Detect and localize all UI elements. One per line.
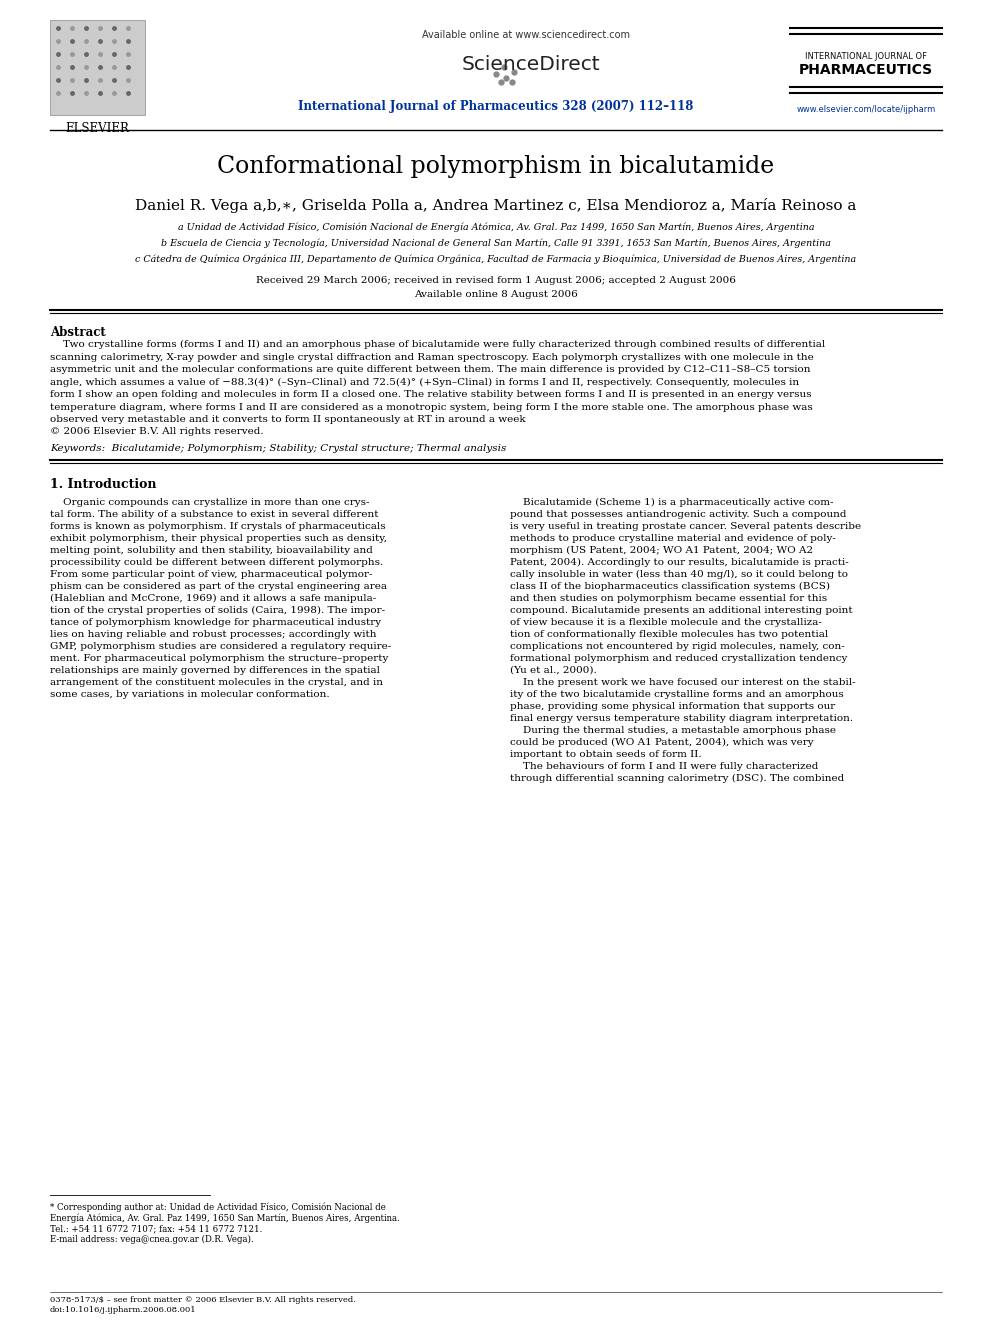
Text: Organic compounds can crystallize in more than one crys-: Organic compounds can crystallize in mor… [50, 497, 369, 507]
Text: doi:10.1016/j.ijpharm.2006.08.001: doi:10.1016/j.ijpharm.2006.08.001 [50, 1306, 196, 1314]
Text: is very useful in treating prostate cancer. Several patents describe: is very useful in treating prostate canc… [510, 523, 861, 531]
Text: c Cátedra de Química Orgánica III, Departamento de Química Orgánica, Facultad de: c Cátedra de Química Orgánica III, Depar… [136, 254, 856, 263]
Text: ment. For pharmaceutical polymorphism the structure–property: ment. For pharmaceutical polymorphism th… [50, 654, 389, 663]
Text: tal form. The ability of a substance to exist in several different: tal form. The ability of a substance to … [50, 509, 379, 519]
Text: tion of the crystal properties of solids (Caira, 1998). The impor-: tion of the crystal properties of solids… [50, 606, 385, 615]
Text: PHARMACEUTICS: PHARMACEUTICS [799, 64, 933, 77]
Text: class II of the biopharmaceutics classification systems (BCS): class II of the biopharmaceutics classif… [510, 582, 830, 591]
Text: Abstract: Abstract [50, 325, 106, 339]
Text: © 2006 Elsevier B.V. All rights reserved.: © 2006 Elsevier B.V. All rights reserved… [50, 427, 264, 437]
Text: angle, which assumes a value of −88.3(4)° (–Syn–Clinal) and 72.5(4)° (+Syn–Clina: angle, which assumes a value of −88.3(4)… [50, 377, 800, 386]
Text: formational polymorphism and reduced crystallization tendency: formational polymorphism and reduced cry… [510, 654, 847, 663]
Text: scanning calorimetry, X-ray powder and single crystal diffraction and Raman spec: scanning calorimetry, X-ray powder and s… [50, 352, 813, 361]
Text: ScienceDirect: ScienceDirect [461, 56, 600, 74]
Text: complications not encountered by rigid molecules, namely, con-: complications not encountered by rigid m… [510, 642, 845, 651]
Text: relationships are mainly governed by differences in the spatial: relationships are mainly governed by dif… [50, 665, 380, 675]
Text: of view because it is a flexible molecule and the crystalliza-: of view because it is a flexible molecul… [510, 618, 822, 627]
Text: GMP, polymorphism studies are considered a regulatory require-: GMP, polymorphism studies are considered… [50, 642, 391, 651]
Text: In the present work we have focused our interest on the stabil-: In the present work we have focused our … [510, 677, 856, 687]
Text: exhibit polymorphism, their physical properties such as density,: exhibit polymorphism, their physical pro… [50, 534, 387, 542]
Text: final energy versus temperature stability diagram interpretation.: final energy versus temperature stabilit… [510, 714, 853, 722]
Text: INTERNATIONAL JOURNAL OF: INTERNATIONAL JOURNAL OF [805, 52, 927, 61]
Text: phase, providing some physical information that supports our: phase, providing some physical informati… [510, 703, 835, 710]
Text: Patent, 2004). Accordingly to our results, bicalutamide is practi-: Patent, 2004). Accordingly to our result… [510, 558, 849, 568]
Text: temperature diagram, where forms I and II are considered as a monotropic system,: temperature diagram, where forms I and I… [50, 402, 812, 411]
Text: Bicalutamide (Scheme 1) is a pharmaceutically active com-: Bicalutamide (Scheme 1) is a pharmaceuti… [510, 497, 833, 507]
Text: Available online 8 August 2006: Available online 8 August 2006 [414, 290, 578, 299]
Text: phism can be considered as part of the crystal engineering area: phism can be considered as part of the c… [50, 582, 387, 591]
Text: compound. Bicalutamide presents an additional interesting point: compound. Bicalutamide presents an addit… [510, 606, 853, 615]
Text: processibility could be different between different polymorphs.: processibility could be different betwee… [50, 558, 383, 568]
Text: * Corresponding author at: Unidad de Actividad Físico, Comisión Nacional de: * Corresponding author at: Unidad de Act… [50, 1203, 386, 1212]
Text: Received 29 March 2006; received in revised form 1 August 2006; accepted 2 Augus: Received 29 March 2006; received in revi… [256, 277, 736, 284]
Text: tion of conformationally flexible molecules has two potential: tion of conformationally flexible molecu… [510, 630, 828, 639]
Text: During the thermal studies, a metastable amorphous phase: During the thermal studies, a metastable… [510, 726, 836, 736]
FancyBboxPatch shape [50, 20, 145, 115]
Text: morphism (US Patent, 2004; WO A1 Patent, 2004; WO A2: morphism (US Patent, 2004; WO A1 Patent,… [510, 546, 813, 556]
Text: The behaviours of form I and II were fully characterized: The behaviours of form I and II were ful… [510, 762, 818, 771]
Text: Keywords:  Bicalutamide; Polymorphism; Stability; Crystal structure; Thermal ana: Keywords: Bicalutamide; Polymorphism; St… [50, 445, 506, 452]
Text: pound that possesses antiandrogenic activity. Such a compound: pound that possesses antiandrogenic acti… [510, 509, 846, 519]
Text: International Journal of Pharmaceutics 328 (2007) 112–118: International Journal of Pharmaceutics 3… [299, 101, 693, 112]
Text: and then studies on polymorphism became essential for this: and then studies on polymorphism became … [510, 594, 827, 603]
Text: through differential scanning calorimetry (DSC). The combined: through differential scanning calorimetr… [510, 774, 844, 783]
Text: (Haleblian and McCrone, 1969) and it allows a safe manipula-: (Haleblian and McCrone, 1969) and it all… [50, 594, 376, 603]
Text: E-mail address: vega@cnea.gov.ar (D.R. Vega).: E-mail address: vega@cnea.gov.ar (D.R. V… [50, 1234, 254, 1244]
Text: Energía Atómica, Av. Gral. Paz 1499, 1650 San Martín, Buenos Aires, Argentina.: Energía Atómica, Av. Gral. Paz 1499, 165… [50, 1213, 400, 1222]
Text: 0378-5173/$ – see front matter © 2006 Elsevier B.V. All rights reserved.: 0378-5173/$ – see front matter © 2006 El… [50, 1297, 356, 1304]
Text: Conformational polymorphism in bicalutamide: Conformational polymorphism in bicalutam… [217, 155, 775, 179]
Text: Available online at www.sciencedirect.com: Available online at www.sciencedirect.co… [422, 30, 630, 40]
Text: melting point, solubility and then stability, bioavailability and: melting point, solubility and then stabi… [50, 546, 373, 556]
Text: observed very metastable and it converts to form II spontaneously at RT in aroun: observed very metastable and it converts… [50, 415, 526, 423]
Text: methods to produce crystalline material and evidence of poly-: methods to produce crystalline material … [510, 534, 836, 542]
Text: ity of the two bicalutamide crystalline forms and an amorphous: ity of the two bicalutamide crystalline … [510, 691, 844, 699]
Text: important to obtain seeds of form II.: important to obtain seeds of form II. [510, 750, 701, 759]
Text: form I show an open folding and molecules in form II a closed one. The relative : form I show an open folding and molecule… [50, 390, 811, 400]
Text: could be produced (WO A1 Patent, 2004), which was very: could be produced (WO A1 Patent, 2004), … [510, 738, 813, 747]
Text: b Escuela de Ciencia y Tecnología, Universidad Nacional de General San Martín, C: b Escuela de Ciencia y Tecnología, Unive… [161, 238, 831, 247]
Text: arrangement of the constituent molecules in the crystal, and in: arrangement of the constituent molecules… [50, 677, 383, 687]
Text: cally insoluble in water (less than 40 mg/l), so it could belong to: cally insoluble in water (less than 40 m… [510, 570, 848, 579]
Text: (Yu et al., 2000).: (Yu et al., 2000). [510, 665, 597, 675]
Text: some cases, by variations in molecular conformation.: some cases, by variations in molecular c… [50, 691, 329, 699]
Text: www.elsevier.com/locate/ijpharm: www.elsevier.com/locate/ijpharm [797, 105, 935, 114]
Text: a Unidad de Actividad Físico, Comisión Nacional de Energía Atómica, Av. Gral. Pa: a Unidad de Actividad Físico, Comisión N… [178, 222, 814, 232]
Text: tance of polymorphism knowledge for pharmaceutical industry: tance of polymorphism knowledge for phar… [50, 618, 381, 627]
Text: Tel.: +54 11 6772 7107; fax: +54 11 6772 7121.: Tel.: +54 11 6772 7107; fax: +54 11 6772… [50, 1224, 262, 1233]
Text: forms is known as polymorphism. If crystals of pharmaceuticals: forms is known as polymorphism. If cryst… [50, 523, 386, 531]
Text: Two crystalline forms (forms I and II) and an amorphous phase of bicalutamide we: Two crystalline forms (forms I and II) a… [50, 340, 825, 349]
Text: 1. Introduction: 1. Introduction [50, 478, 157, 491]
Text: ELSEVIER: ELSEVIER [65, 122, 129, 135]
Text: Daniel R. Vega a,b,∗, Griselda Polla a, Andrea Martinez c, Elsa Mendioroz a, Mar: Daniel R. Vega a,b,∗, Griselda Polla a, … [135, 198, 857, 213]
Text: asymmetric unit and the molecular conformations are quite different between them: asymmetric unit and the molecular confor… [50, 365, 810, 374]
Text: From some particular point of view, pharmaceutical polymor-: From some particular point of view, phar… [50, 570, 373, 579]
Text: lies on having reliable and robust processes; accordingly with: lies on having reliable and robust proce… [50, 630, 377, 639]
